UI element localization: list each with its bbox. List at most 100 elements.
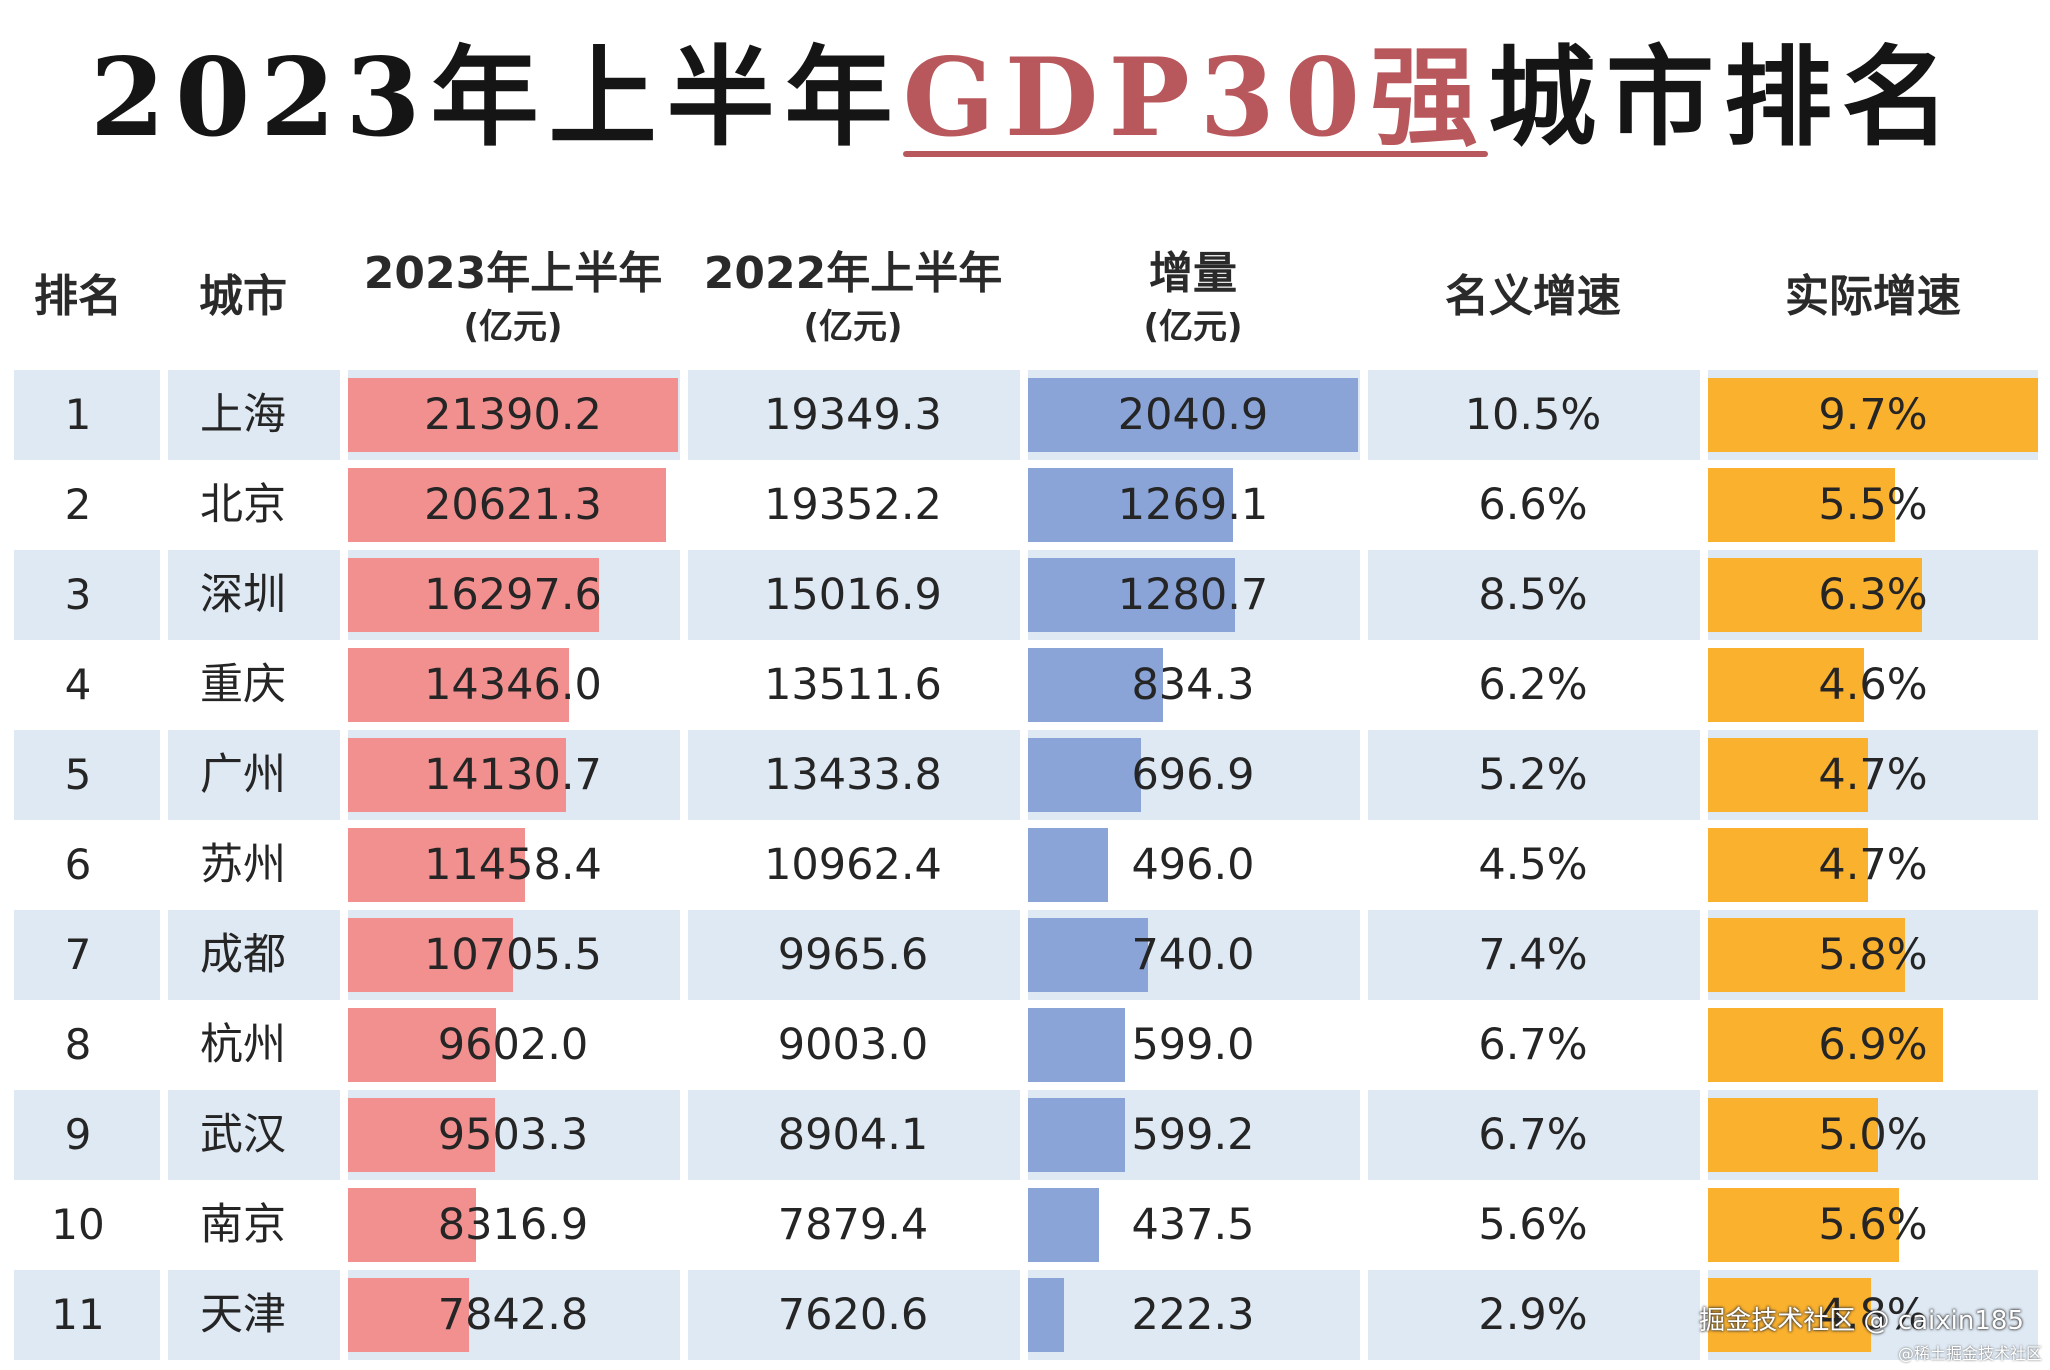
nominal-growth-value: 4.5%: [1478, 840, 1588, 890]
rank-cell: 11: [51, 1290, 105, 1339]
rank-cell: 8: [64, 1020, 92, 1069]
real-growth-bar: [1708, 558, 1923, 632]
header-gdp2023-unit: (亿元): [463, 307, 563, 347]
increase-bar: [1028, 1008, 1125, 1082]
nominal-growth-value: 6.2%: [1478, 660, 1588, 710]
real-growth-value: 6.9%: [1818, 1020, 1928, 1070]
gdp2023-value: 8316.9: [437, 1200, 589, 1250]
increase-value: 496.0: [1131, 840, 1255, 890]
increase-value: 599.0: [1131, 1020, 1255, 1070]
increase-value: 2040.9: [1117, 390, 1269, 440]
city-cell: 重庆: [200, 660, 286, 710]
nominal-growth-value: 6.7%: [1478, 1110, 1588, 1160]
gdp2022-value: 8904.1: [777, 1110, 929, 1160]
real-growth-value: 9.7%: [1818, 390, 1928, 440]
gdp2022-value: 19352.2: [764, 480, 942, 530]
header-increase-label: 增量: [1149, 248, 1237, 299]
title-prefix: 2023年上半年: [89, 35, 903, 161]
watermark-sub: @稀土掘金技术社区: [1897, 1344, 2042, 1363]
column-separator: [160, 370, 168, 1370]
city-cell: 广州: [200, 750, 286, 800]
header-nominal: 名义增速: [1368, 238, 1698, 356]
city-cell: 成都: [200, 930, 286, 980]
header-increase-unit: (亿元): [1143, 307, 1243, 347]
increase-bar: [1028, 378, 1358, 452]
rank-cell: 5: [64, 750, 92, 799]
real-growth-bar: [1708, 1008, 1943, 1082]
gdp2022-value: 10962.4: [764, 840, 942, 890]
rank-cell: 6: [64, 840, 92, 889]
real-growth-bar: [1708, 828, 1868, 902]
title-suffix: 城市排名: [1487, 35, 1960, 161]
increase-value: 1269.1: [1117, 480, 1269, 530]
gdp2023-value: 9602.0: [437, 1020, 589, 1070]
city-cell: 南京: [200, 1200, 286, 1250]
gdp2022-value: 13511.6: [764, 660, 942, 710]
gdp2023-bar: [348, 558, 600, 632]
increase-bar: [1028, 918, 1148, 992]
gdp2023-bar: [348, 468, 667, 542]
header-rank-label: 排名: [34, 271, 122, 322]
rank-cell: 1: [64, 390, 92, 439]
header-real: 实际增速: [1708, 238, 2038, 356]
city-cell: 深圳: [200, 570, 286, 620]
column-separator: [340, 370, 348, 1370]
gdp2023-value: 11458.4: [424, 840, 602, 890]
real-growth-value: 5.6%: [1818, 1200, 1928, 1250]
nominal-growth-value: 5.6%: [1478, 1200, 1588, 1250]
gdp2023-value: 16297.6: [424, 570, 602, 620]
gdp2023-bar: [348, 738, 566, 812]
real-growth-bar: [1708, 1188, 1899, 1262]
increase-bar: [1028, 1278, 1064, 1352]
increase-bar: [1028, 468, 1234, 542]
real-growth-bar: [1708, 738, 1868, 812]
increase-value: 1280.7: [1117, 570, 1269, 620]
real-growth-value: 4.7%: [1818, 750, 1928, 800]
gdp2023-bar: [348, 1098, 495, 1172]
column-separator: [1020, 370, 1028, 1370]
increase-value: 437.5: [1131, 1200, 1255, 1250]
real-growth-value: 4.8%: [1818, 1290, 1928, 1340]
city-cell: 天津: [200, 1290, 286, 1340]
increase-value: 834.3: [1131, 660, 1255, 710]
real-growth-bar: [1708, 1098, 1879, 1172]
column-separator: [1700, 370, 1708, 1370]
rank-cell: 9: [64, 1110, 92, 1159]
rank-cell: 2: [64, 480, 92, 529]
increase-bar: [1028, 1098, 1125, 1172]
gdp2022-value: 7879.4: [777, 1200, 929, 1250]
gdp2023-value: 9503.3: [437, 1110, 589, 1160]
gdp2022-value: 15016.9: [764, 570, 942, 620]
header-city-label: 城市: [199, 271, 287, 322]
header-gdp2023: 2023年上半年 (亿元): [348, 238, 678, 356]
rank-cell: 3: [64, 570, 92, 619]
header-nominal-label: 名义增速: [1445, 271, 1621, 322]
gdp2023-bar: [348, 378, 678, 452]
header-increase: 增量 (亿元): [1028, 238, 1358, 356]
gdp2023-value: 14130.7: [424, 750, 602, 800]
gdp2022-value: 9003.0: [777, 1020, 929, 1070]
increase-bar: [1028, 1188, 1099, 1262]
city-cell: 武汉: [200, 1110, 286, 1160]
real-growth-bar: [1708, 378, 2038, 452]
real-growth-bar: [1708, 468, 1896, 542]
gdp2023-value: 21390.2: [424, 390, 602, 440]
real-growth-bar: [1708, 648, 1865, 722]
gdp2023-bar: [348, 828, 525, 902]
header-rank: 排名: [18, 238, 138, 356]
column-separator: [1360, 370, 1368, 1370]
column-separator: [680, 370, 688, 1370]
rank-cell: 10: [51, 1200, 105, 1249]
gdp2022-value: 13433.8: [764, 750, 942, 800]
real-growth-value: 6.3%: [1818, 570, 1928, 620]
nominal-growth-value: 6.7%: [1478, 1020, 1588, 1070]
header-real-label: 实际增速: [1785, 271, 1961, 322]
gdp2022-value: 7620.6: [777, 1290, 929, 1340]
rank-cell: 4: [64, 660, 92, 709]
gdp2023-value: 20621.3: [424, 480, 602, 530]
city-cell: 上海: [200, 390, 286, 440]
real-growth-value: 5.5%: [1818, 480, 1928, 530]
gdp2022-value: 9965.6: [777, 930, 929, 980]
gdp2023-bar: [348, 1278, 469, 1352]
header-gdp2022-label: 2022年上半年: [703, 248, 1003, 299]
